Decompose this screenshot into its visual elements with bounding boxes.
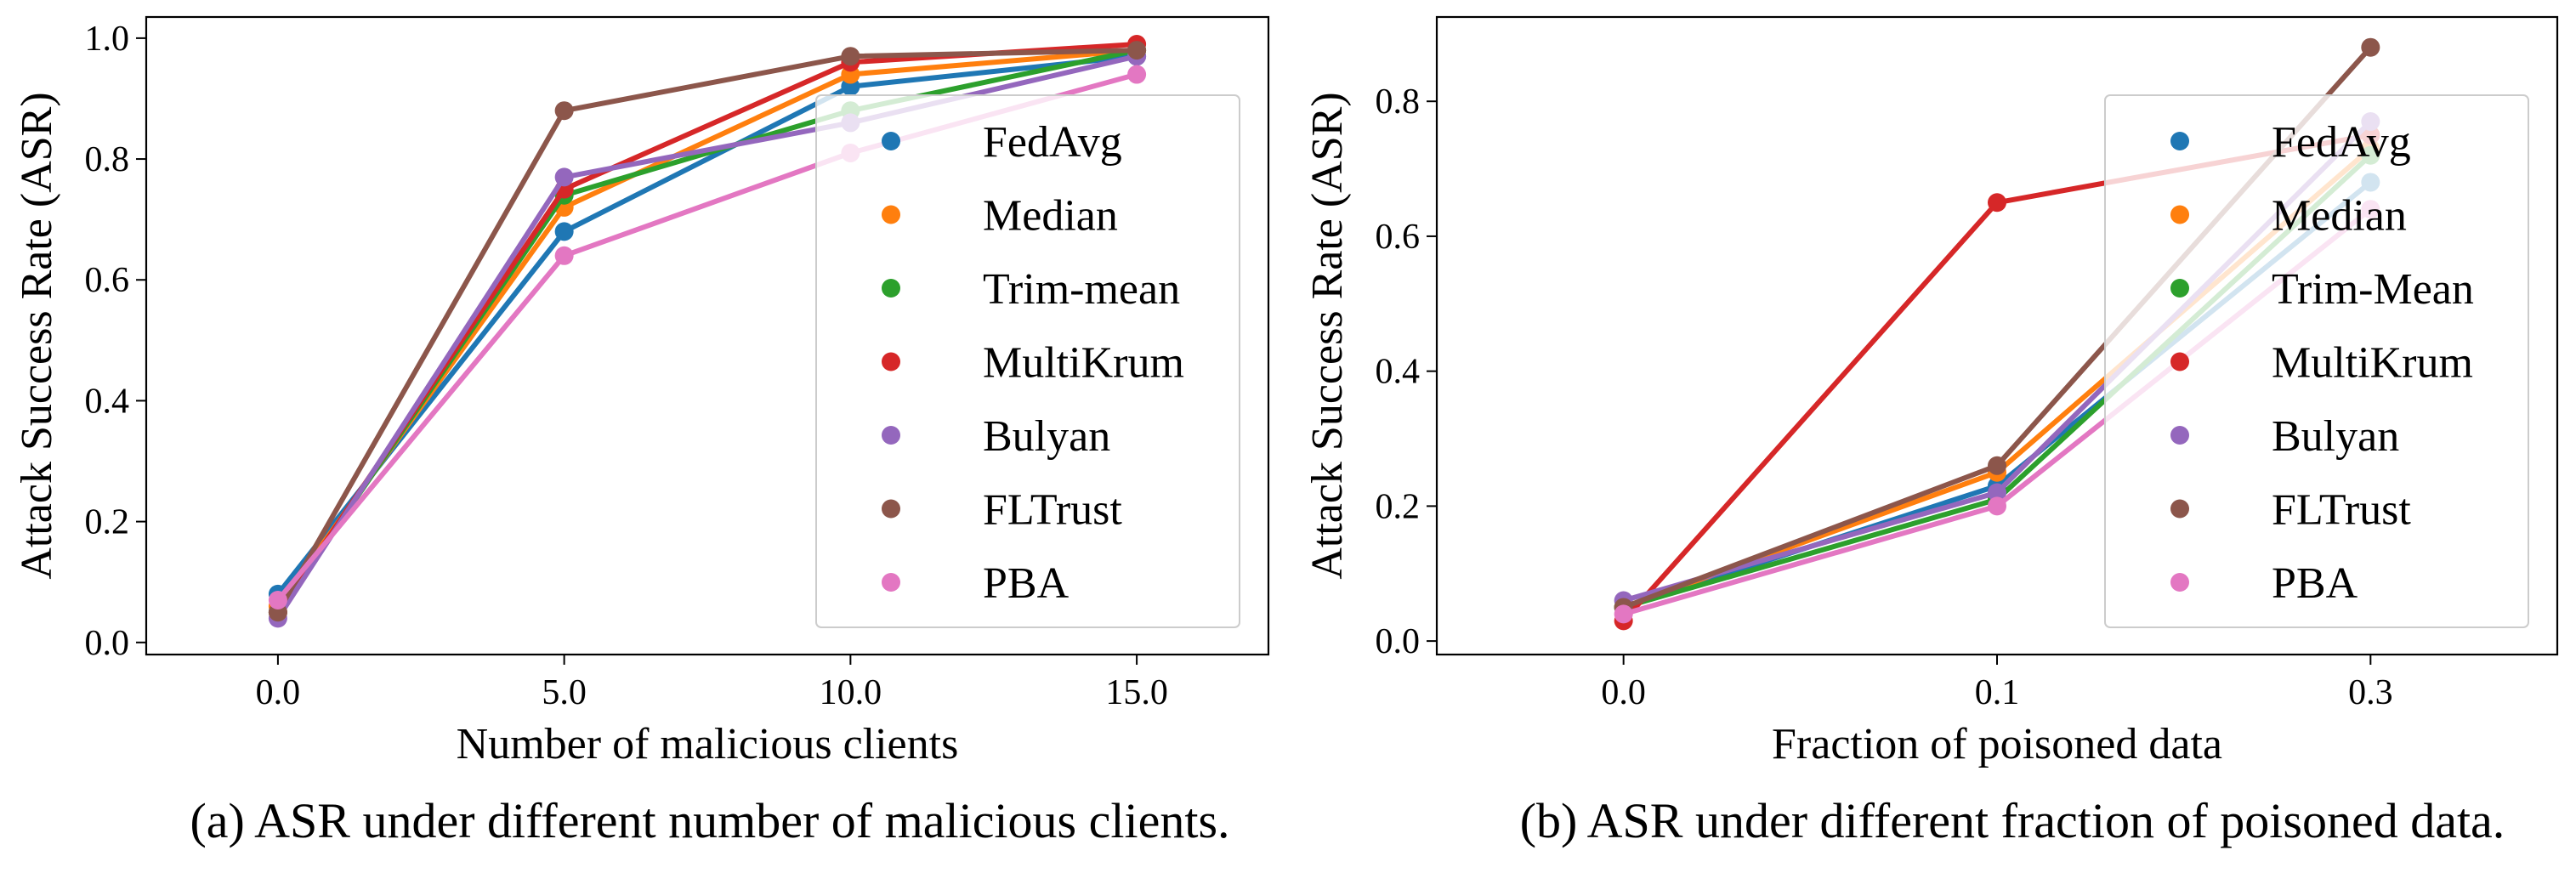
panel-b-x-tick-label: 0.1 xyxy=(1975,673,2020,712)
panel-b-x-axis-label: Fraction of poisoned data xyxy=(1772,720,2222,768)
panel-b-legend-marker xyxy=(2170,279,2189,298)
panel-b-legend-label: Trim-Mean xyxy=(2272,265,2474,314)
panel-b-y-axis-label: Attack Success Rate (ASR) xyxy=(1303,92,1352,579)
panel-a-legend-marker xyxy=(882,573,900,592)
panel-a-legend-marker xyxy=(882,499,900,519)
panel-a-data-point xyxy=(554,222,574,241)
panel-b-x-tick-label: 0.3 xyxy=(2348,673,2393,712)
panel-a-y-tick-label: 0.4 xyxy=(85,382,130,421)
panel-a-series-fltrust xyxy=(268,41,1147,622)
panel-a-series-line xyxy=(275,48,1140,615)
panel-b-legend: FedAvg Median Trim-Mean MultiKrum Bulyan FLTr… xyxy=(2104,94,2529,628)
panel-b-legend-label: PBA xyxy=(2272,559,2358,608)
panel-b-legend-marker xyxy=(2170,499,2189,519)
panel-b-y-tick-label: 0.4 xyxy=(1376,353,1421,392)
panel-a-y-axis-label: Attack Success Rate (ASR) xyxy=(13,92,61,579)
panel-b-caption: (b) ASR under different fraction of pois… xyxy=(1520,793,2505,848)
panel-b-y-tick-label: 0.2 xyxy=(1376,487,1421,526)
panel-b-y-tick-label: 0.6 xyxy=(1376,218,1421,257)
panel-b-x-tick-label: 0.0 xyxy=(1601,673,1646,712)
panel-a-series-line xyxy=(275,54,1140,597)
panel-a-legend-label: PBA xyxy=(983,559,1070,608)
panel-a-legend-label: Trim-mean xyxy=(983,265,1180,314)
panel-b-legend-label: FLTrust xyxy=(2272,486,2411,535)
panel-a-legend: FedAvg Median Trim-mean MultiKrum Bulyan FLTr… xyxy=(815,94,1240,628)
panel-a-legend-label: FLTrust xyxy=(983,486,1122,535)
panel-b-legend-box xyxy=(2104,94,2529,628)
panel-a-y-tick-label: 0.8 xyxy=(85,140,130,179)
panel-b-data-point xyxy=(1988,496,2006,516)
panel-b-data-point xyxy=(1614,604,1633,624)
panel-a-plot-frame xyxy=(145,15,1270,656)
panel-a-x-tick-label: 10.0 xyxy=(820,673,882,712)
panel-b-legend-label: FedAvg xyxy=(2272,118,2411,167)
panel-a-legend-label: MultiKrum xyxy=(983,339,1184,388)
panel-b-legend-marker xyxy=(2170,573,2189,592)
panel-b-legend-marker xyxy=(2170,132,2189,150)
panel-a-legend-marker xyxy=(882,132,900,150)
panel-a-y-tick-label: 1.0 xyxy=(85,20,130,59)
panel-b-legend-marker xyxy=(2170,352,2189,371)
panel-b-chart: 0.0 0.2 0.4 0.6 0.8 0.0 0.1 0.3 Fraction of pois… xyxy=(1303,15,2559,768)
panel-a-legend-marker xyxy=(882,426,900,445)
panel-b-data-point xyxy=(1988,483,2006,502)
panel-a-x-tick-label: 5.0 xyxy=(542,673,587,712)
panel-a-legend-label: Median xyxy=(983,192,1118,241)
panel-a-data-point xyxy=(268,591,287,610)
panel-a-data-point xyxy=(1127,41,1147,60)
panel-a-x-tick-label: 0.0 xyxy=(256,673,301,712)
panel-a-data-point xyxy=(554,101,574,121)
panel-a-y-tick-label: 0.2 xyxy=(85,503,130,542)
panel-b-legend-label: MultiKrum xyxy=(2272,339,2473,388)
panel-a-legend-label: Bulyan xyxy=(983,412,1110,461)
panel-b-legend-label: Bulyan xyxy=(2272,412,2399,461)
panel-b-data-point xyxy=(2361,37,2380,57)
panel-b-y-tick-label: 0.8 xyxy=(1376,82,1421,122)
panel-a-x-tick-label: 15.0 xyxy=(1105,673,1168,712)
panel-b-legend-marker xyxy=(2170,426,2189,445)
panel-a-y-tick-label: 0.0 xyxy=(85,624,130,663)
panel-a-data-point xyxy=(554,167,574,187)
panel-a-data-point xyxy=(1127,65,1147,84)
panel-b-data-point xyxy=(1988,456,2006,475)
panel-a-data-point xyxy=(841,47,860,66)
panel-a-y-tick-label: 0.6 xyxy=(85,261,130,300)
panel-a-legend-marker xyxy=(882,205,900,224)
panel-b-legend-label: Median xyxy=(2272,192,2407,241)
panel-a-data-point xyxy=(554,246,574,265)
panel-a-legend-box xyxy=(815,94,1240,628)
panel-a-series-line xyxy=(275,54,1140,621)
panel-a-legend-marker xyxy=(882,279,900,298)
panel-b-data-point xyxy=(1988,193,2006,213)
panel-a-caption: (a) ASR under different number of malici… xyxy=(190,793,1229,848)
panel-a-legend-label: FedAvg xyxy=(983,118,1122,167)
panel-a-x-axis-label: Number of malicious clients xyxy=(457,720,959,768)
panel-b-legend-marker xyxy=(2170,205,2189,224)
panel-a-legend-marker xyxy=(882,352,900,371)
panel-b-y-tick-label: 0.0 xyxy=(1376,622,1421,661)
panel-a-chart: 0.0 0.2 0.4 0.6 0.8 1.0 0.0 5.0 10.0 15.0 Number o… xyxy=(13,15,1270,768)
